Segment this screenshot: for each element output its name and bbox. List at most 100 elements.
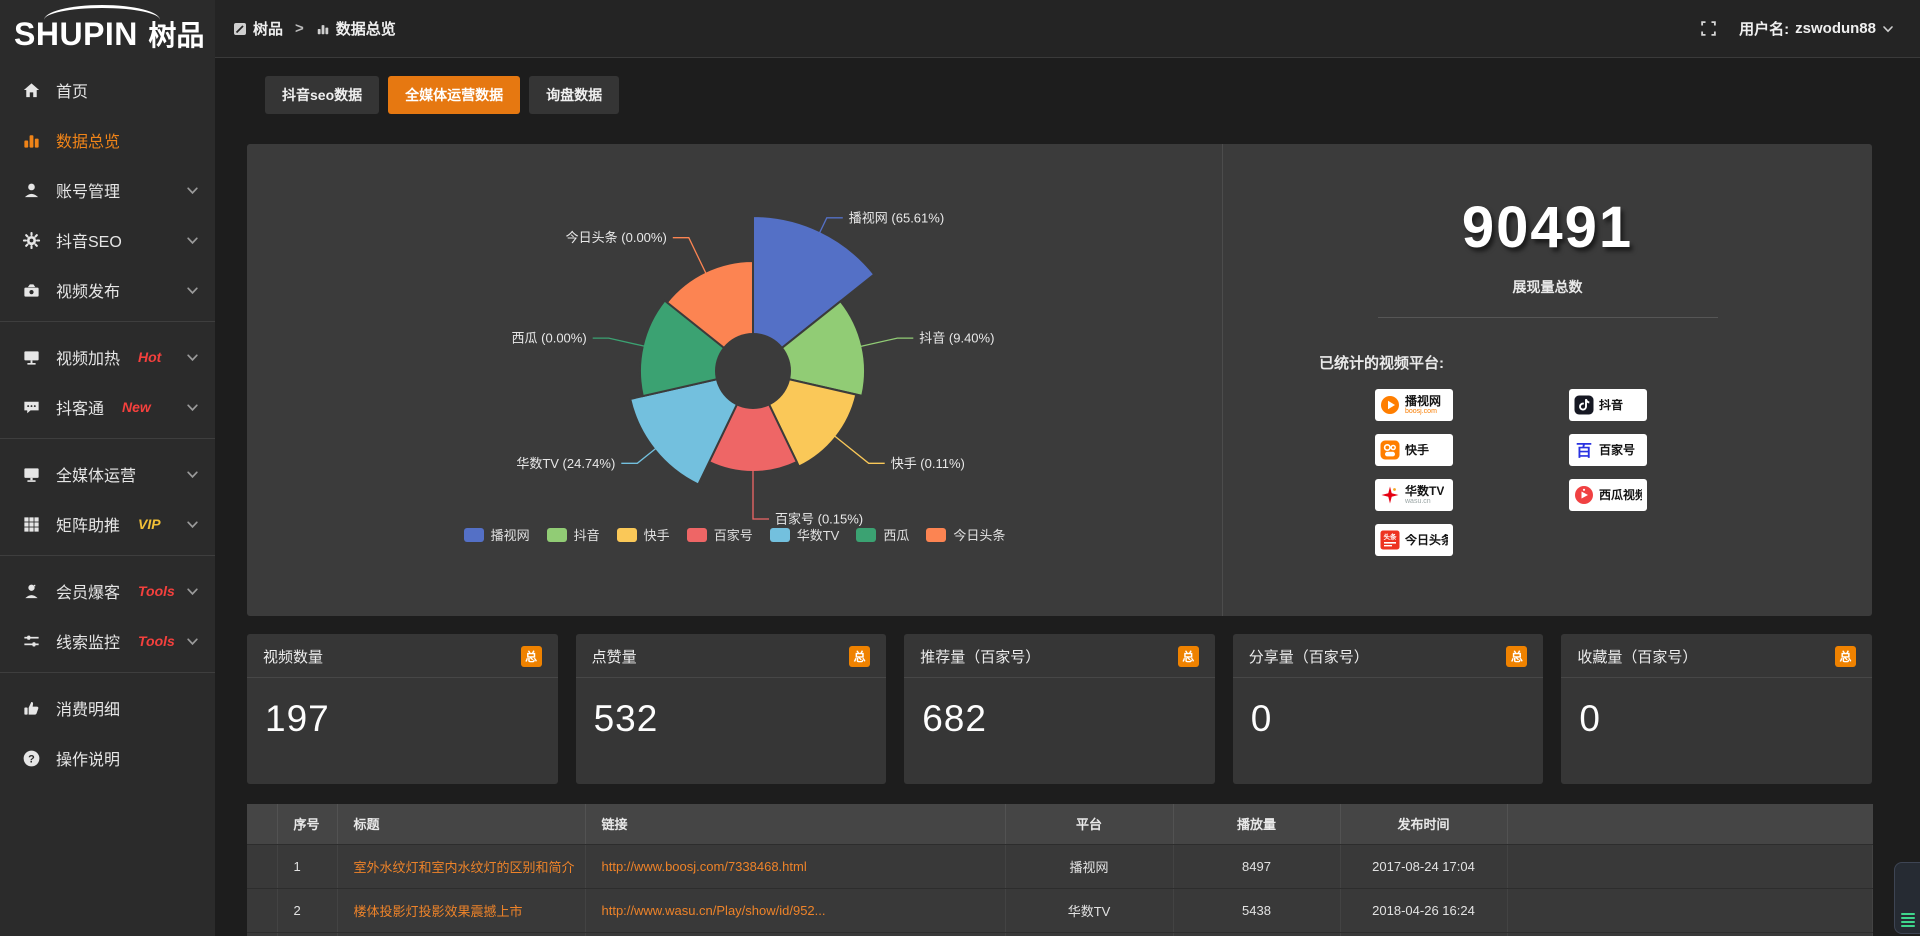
table-row-partial	[247, 932, 1873, 936]
brand-logo[interactable]: SHUPIN 树品	[0, 0, 215, 58]
cell-plays: 8497	[1173, 844, 1341, 889]
legend-item-百家号[interactable]: 百家号	[686, 525, 753, 544]
sidebar: SHUPIN 树品 首页数据总览账号管理抖音SEO 视频发布视频加热 Hot 抖客通 N…	[0, 0, 215, 936]
platform-name: 今日头条	[1405, 533, 1448, 547]
sidebar-item-video-heating[interactable]: 视频加热 Hot	[0, 332, 215, 382]
breadcrumb-item-data-overview[interactable]: 数据总览	[316, 18, 396, 39]
grid-icon	[22, 515, 41, 534]
col-header-5: 播放量	[1173, 804, 1341, 845]
platform-subtext: boosj.com	[1405, 407, 1437, 415]
cell-time: 2017-08-24 17:04	[1340, 844, 1508, 889]
cell-platform: 华数TV	[1005, 888, 1174, 933]
sidebar-item-label: 首页	[56, 84, 89, 101]
platform-badge-播视网: 播视网 boosj.com	[1375, 389, 1453, 421]
breadcrumb-item-shupin[interactable]: 树品	[233, 18, 283, 39]
sidebar-item-label: 线索监控	[56, 635, 121, 652]
stat-card-value: 0	[1250, 698, 1273, 739]
platform-name: 播视网	[1405, 395, 1442, 409]
stat-card-head: 推荐量（百家号） 总	[904, 634, 1215, 678]
total-badge: 总	[520, 646, 542, 667]
tab-douyin-seo-data[interactable]: 抖音seo数据	[265, 76, 380, 114]
tab-omni-media-data[interactable]: 全媒体运营数据	[388, 76, 521, 114]
user-menu[interactable]: 用户名: zswodun88	[1739, 18, 1894, 39]
legend-item-播视网[interactable]: 播视网	[463, 525, 530, 544]
legend-item-快手[interactable]: 快手	[616, 525, 670, 544]
side-float-widget[interactable]	[1894, 862, 1920, 934]
summary-zone: 90491 展现量总数 已统计的视频平台: 播视网 boosj.com 快手 华数TV…	[1222, 144, 1872, 616]
pie-label-line	[621, 447, 657, 464]
chevron-down-icon	[186, 585, 199, 598]
sidebar-item-label: 数据总览	[56, 134, 121, 151]
stat-cards-row: 视频数量总 197 点赞量总 532 推荐量（百家号）总 682 分享量（百家号）总 0 收藏量…	[247, 634, 1872, 784]
total-impressions-label: 展现量总数	[1512, 279, 1583, 295]
sidebar-item-video-publish[interactable]: 视频发布	[0, 265, 215, 315]
tab-inquiry-data[interactable]: 询盘数据	[529, 76, 620, 114]
sidebar-item-douyin-seo[interactable]: 抖音SEO	[0, 215, 215, 265]
sidebar-item-label: 抖音SEO	[56, 234, 122, 251]
sidebar-item-label: 操作说明	[56, 752, 121, 769]
sidebar-item-label: 全媒体运营	[56, 468, 137, 485]
pie-label-line	[833, 435, 885, 464]
stat-card-head: 收藏量（百家号） 总	[1561, 634, 1872, 678]
total-impressions-value: 90491	[1461, 195, 1634, 260]
platform-column: 播视网 boosj.com 快手 华数TV wasu.cn 头条 今日头条	[1375, 389, 1453, 556]
sidebar-item-home[interactable]: 首页	[0, 65, 215, 115]
sidebar-item-account-management[interactable]: 账号管理	[0, 165, 215, 215]
legend-item-今日头条[interactable]: 今日头条	[926, 525, 1005, 544]
sidebar-item-data-overview[interactable]: 数据总览	[0, 115, 215, 165]
chevron-down-icon	[186, 284, 199, 297]
cell-url-link[interactable]: http://www.wasu.cn/Play/show/id/952...	[601, 902, 826, 918]
sidebar-item-matrix-boost[interactable]: 矩阵助推 VIP	[0, 499, 215, 549]
sidebar-item-label: 抖客通	[56, 401, 105, 418]
sidebar-item-doukertong[interactable]: 抖客通 New	[0, 382, 215, 432]
platform-name: 快手	[1405, 443, 1430, 457]
legend-swatch	[686, 527, 707, 542]
shupin-icon	[233, 22, 247, 36]
sidebar-item-help[interactable]: ? 操作说明	[0, 733, 215, 783]
pie-label-快手: 快手 (0.11%)	[891, 456, 965, 471]
sidebar-item-omni-media[interactable]: 全媒体运营	[0, 449, 215, 499]
table-row: 1 室外水纹灯和室内水纹灯的区别和简介 http://www.boosj.com/7…	[247, 844, 1873, 889]
platform-name: 西瓜视频	[1599, 488, 1642, 502]
chart-legend: 播视网 抖音 快手 百家号 华数TV 西瓜 今日头条	[247, 525, 1222, 544]
col-header-empty	[1507, 804, 1873, 845]
sidebar-item-member-burst[interactable]: 会员爆客 Tools	[0, 566, 215, 616]
spend-icon	[22, 699, 41, 718]
col-header-2: 标题	[337, 804, 586, 845]
legend-swatch	[463, 527, 484, 542]
stat-card-title: 视频数量	[263, 649, 324, 666]
pie-hole	[715, 333, 791, 409]
legend-swatch	[926, 527, 947, 542]
xigua-logo	[1574, 485, 1594, 505]
chevron-down-icon	[186, 351, 199, 364]
pie-label-百家号: 百家号 (0.15%)	[775, 512, 863, 527]
chart-bar-icon	[316, 22, 330, 36]
platform-name: 抖音	[1599, 398, 1624, 412]
cell-time: 2018-04-26 16:24	[1340, 888, 1508, 933]
main-content: 抖音seo数据 全媒体运营数据 询盘数据 播视网 (65.61%) 抖音 (9.40%…	[215, 59, 1920, 936]
chevron-down-icon	[186, 518, 199, 531]
legend-item-华数TV[interactable]: 华数TV	[769, 525, 840, 544]
legend-item-抖音[interactable]: 抖音	[546, 525, 600, 544]
legend-label: 华数TV	[796, 528, 840, 543]
pie-label-line	[818, 217, 843, 234]
sidebar-item-label: 会员爆客	[56, 585, 121, 602]
total-badge: 总	[1834, 646, 1856, 667]
sidebar-item-spend-detail[interactable]: 消费明细	[0, 683, 215, 733]
legend-item-西瓜[interactable]: 西瓜	[856, 525, 909, 544]
logo-arc-decoration	[44, 5, 160, 20]
data-tabs: 抖音seo数据 全媒体运营数据 询盘数据	[265, 76, 1872, 114]
cell-title-link[interactable]: 楼体投影灯投影效果震撼上市	[353, 903, 523, 919]
boosj-logo	[1380, 395, 1400, 415]
kuaishou-logo	[1380, 440, 1400, 460]
sidebar-item-label: 视频发布	[56, 284, 121, 301]
platform-badge-快手: 快手	[1375, 434, 1453, 466]
breadcrumb-label: 树品	[253, 21, 284, 38]
sidebar-item-label: 视频加热	[56, 351, 121, 368]
sidebar-item-lead-monitor[interactable]: 线索监控 Tools	[0, 616, 215, 666]
cell-url-link[interactable]: http://www.boosj.com/7338468.html	[601, 858, 807, 874]
cell-title-link[interactable]: 室外水纹灯和室内水纹灯的区别和简介	[353, 859, 575, 875]
legend-label: 播视网	[490, 528, 530, 543]
fullscreen-icon[interactable]	[1700, 20, 1717, 37]
stat-card-head: 分享量（百家号） 总	[1232, 634, 1544, 678]
